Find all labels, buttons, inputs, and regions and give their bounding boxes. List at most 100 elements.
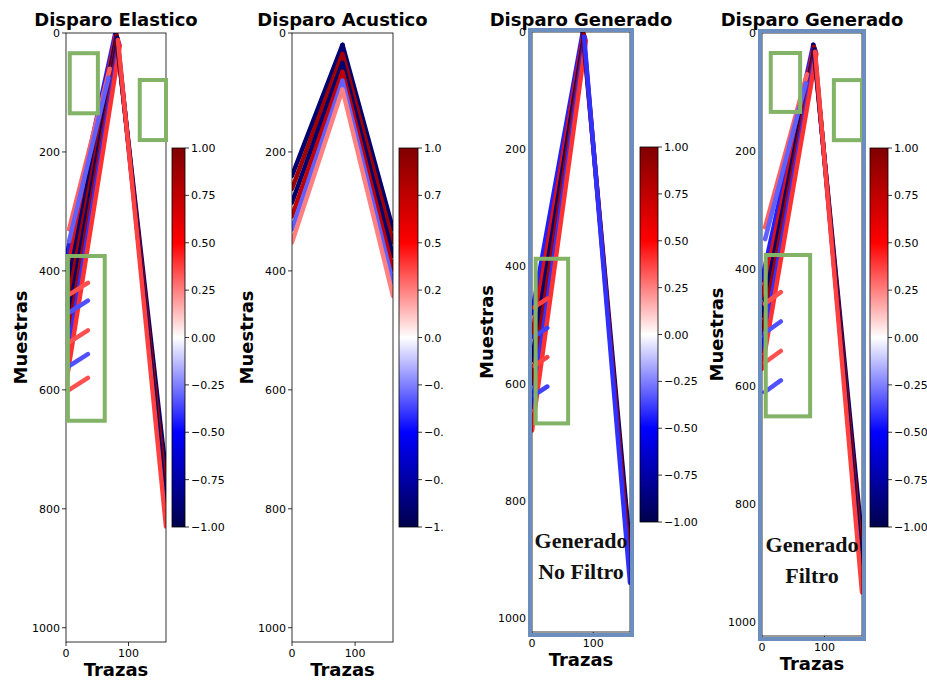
event-stripe bbox=[343, 54, 394, 243]
y-tick bbox=[288, 151, 292, 152]
event-stripe bbox=[69, 78, 108, 242]
y-tick bbox=[288, 270, 292, 271]
y-tick-label: 400 bbox=[735, 263, 756, 276]
y-tick-label: 200 bbox=[505, 143, 526, 156]
y-tick-label: 600 bbox=[265, 384, 286, 397]
panel-frame bbox=[760, 31, 864, 639]
colorbar-tick bbox=[888, 479, 892, 480]
colorbar-tick bbox=[418, 384, 422, 385]
x-tick bbox=[355, 642, 356, 646]
colorbar-tick-label: 0.75 bbox=[894, 189, 919, 202]
colorbar-tick-label: −0.50 bbox=[664, 422, 698, 435]
y-tick-label: 1000 bbox=[32, 622, 60, 635]
chart-root: 010002004006008001000Disparo ElasticoTra… bbox=[0, 0, 927, 683]
colorbar-tick bbox=[658, 287, 662, 288]
x-tick bbox=[128, 642, 129, 646]
colorbar-tick bbox=[658, 428, 662, 429]
colorbar-tick-label: −0.50 bbox=[894, 426, 927, 439]
data-group bbox=[292, 45, 393, 296]
y-tick-label: 400 bbox=[39, 265, 60, 278]
colorbar-tick-label: 1.00 bbox=[191, 142, 216, 155]
colorbar-tick bbox=[658, 193, 662, 194]
colorbar-tick bbox=[888, 242, 892, 243]
colorbar-tick bbox=[658, 334, 662, 335]
data-group bbox=[66, 33, 166, 527]
colorbar-tick bbox=[888, 432, 892, 433]
plot-frame bbox=[292, 33, 393, 642]
plot-bg bbox=[292, 33, 393, 642]
colorbar-tick-label: −0.25 bbox=[894, 379, 927, 392]
panel: 010002004006008001000Disparo GeneradoTra… bbox=[476, 9, 698, 670]
colorbar-tick-label: 0.00 bbox=[664, 329, 689, 342]
event-stripe bbox=[69, 378, 88, 390]
colorbar-tick bbox=[418, 527, 422, 528]
colorbar-tick-label: −1.00 bbox=[191, 521, 225, 534]
x-tick-label: 0 bbox=[63, 647, 70, 660]
event-stripe bbox=[69, 283, 88, 295]
event-stripe bbox=[762, 45, 813, 280]
colorbar-tick-label: 0.50 bbox=[664, 235, 689, 248]
event-stripe bbox=[584, 37, 630, 583]
y-tick-label: 600 bbox=[505, 378, 526, 391]
plot-frame bbox=[762, 33, 862, 636]
colorbar-tick bbox=[658, 381, 662, 382]
colorbar-tick bbox=[888, 384, 892, 385]
x-axis-title: Trazas bbox=[549, 649, 614, 670]
colorbar-tick-label: 0.5 bbox=[424, 237, 442, 250]
event-stripe bbox=[343, 81, 394, 283]
colorbar-tick-label: 1.0 bbox=[424, 142, 442, 155]
colorbar-tick bbox=[888, 290, 892, 291]
highlight-box bbox=[536, 259, 568, 424]
y-tick-label: 200 bbox=[39, 146, 60, 159]
y-tick-label: 1000 bbox=[728, 616, 756, 629]
plot-frame bbox=[532, 32, 630, 632]
colorbar-tick bbox=[185, 479, 189, 480]
x-tick-label: 0 bbox=[529, 637, 536, 650]
colorbar-tick-label: 0.25 bbox=[664, 282, 689, 295]
annotation: No Filtro bbox=[538, 559, 624, 584]
colorbar-tick-label: 0.00 bbox=[191, 332, 216, 345]
colorbar-tick bbox=[888, 148, 892, 149]
colorbar-tick bbox=[185, 432, 189, 433]
highlight-box bbox=[140, 80, 166, 140]
colorbar-tick bbox=[185, 337, 189, 338]
y-tick-label: 800 bbox=[505, 495, 526, 508]
event-stripe bbox=[815, 52, 862, 593]
colorbar-tick-label: −1.00 bbox=[664, 516, 698, 529]
plot-bg bbox=[762, 33, 862, 636]
annotation: Generado bbox=[766, 532, 859, 557]
colorbar-tick-label: 0.7 bbox=[424, 189, 442, 202]
event-stripe bbox=[343, 90, 394, 296]
colorbar-tick-label: 0.75 bbox=[191, 189, 216, 202]
y-tick-label: 1000 bbox=[258, 622, 286, 635]
event-stripe bbox=[292, 72, 343, 217]
data-group bbox=[532, 32, 630, 583]
data-group bbox=[762, 45, 862, 593]
colorbar-tick-label: −0.75 bbox=[191, 474, 225, 487]
colorbar-tick bbox=[658, 475, 662, 476]
y-axis-title: Muestras bbox=[236, 291, 257, 385]
y-tick bbox=[288, 508, 292, 509]
y-tick bbox=[288, 389, 292, 390]
highlight-box bbox=[766, 255, 810, 416]
y-tick bbox=[62, 151, 66, 152]
colorbar-tick bbox=[418, 337, 422, 338]
colorbar-tick bbox=[185, 384, 189, 385]
event-stripe bbox=[292, 81, 343, 230]
colorbar-tick-label: −0.75 bbox=[894, 474, 927, 487]
plot-bg bbox=[532, 32, 630, 632]
event-stripe bbox=[66, 46, 120, 384]
colorbar-tick-label: −0.50 bbox=[191, 426, 225, 439]
event-stripe bbox=[532, 41, 586, 431]
colorbar-tick-label: 0.2 bbox=[424, 284, 442, 297]
y-tick bbox=[62, 33, 66, 34]
event-stripe bbox=[69, 301, 88, 313]
y-tick-label: 600 bbox=[39, 384, 60, 397]
colorbar-tick bbox=[185, 527, 189, 528]
y-tick-label: 800 bbox=[39, 503, 60, 516]
colorbar-tick bbox=[888, 195, 892, 196]
colorbar-tick-label: −0. bbox=[424, 474, 444, 487]
panel-title: Disparo Elastico bbox=[34, 9, 198, 30]
x-axis-title: Trazas bbox=[310, 659, 375, 680]
panel: 010002004006008001000Disparo GeneradoTra… bbox=[706, 9, 927, 674]
